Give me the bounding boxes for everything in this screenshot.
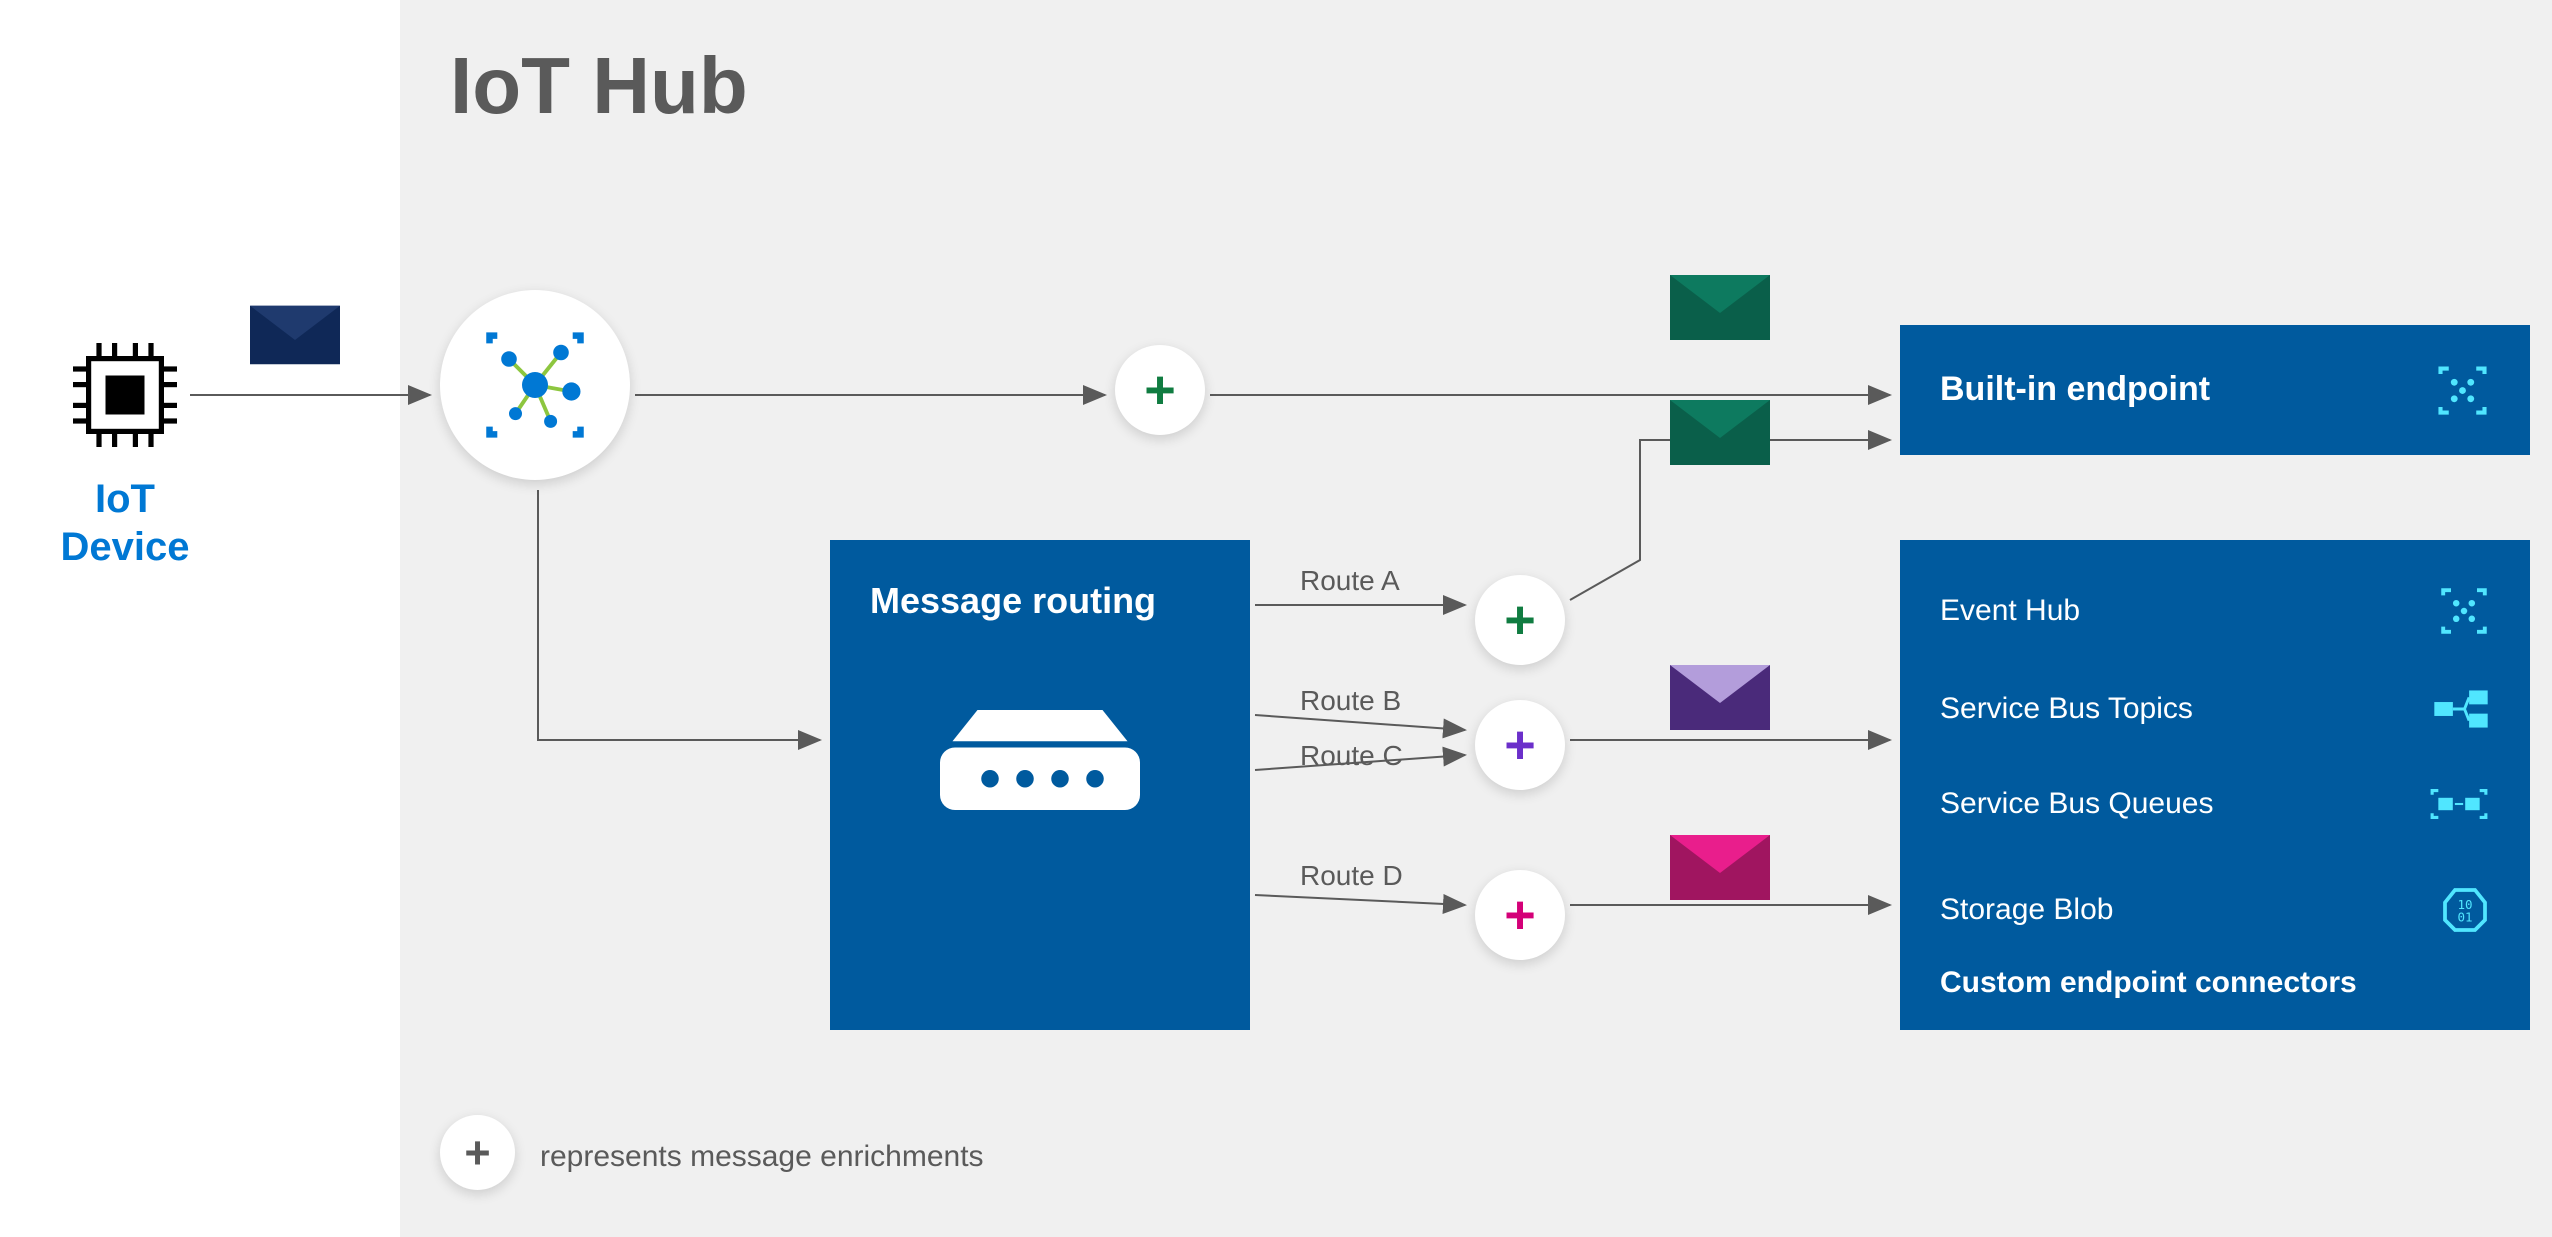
svg-text:01: 01 xyxy=(2457,909,2472,924)
endpoint-event-hub: Event Hub xyxy=(1900,585,2530,637)
built-in-endpoint-title: Built-in endpoint xyxy=(1940,370,2210,409)
plus-node-plus1: + xyxy=(1115,345,1205,435)
eventhub-icon xyxy=(2435,363,2490,418)
endpoint-sb-topics-label: Service Bus Topics xyxy=(1940,692,2193,726)
chip-icon xyxy=(60,330,190,460)
envelope-env_pink xyxy=(1670,835,1770,900)
envelope-env_green2 xyxy=(1670,400,1770,465)
endpoint-sb-topics: Service Bus Topics xyxy=(1900,685,2530,733)
router-icon xyxy=(915,690,1165,830)
plus-icon: + xyxy=(1144,363,1176,417)
sbtopics-icon xyxy=(2432,685,2490,733)
route-label-2: Route C xyxy=(1300,740,1403,772)
hub-graph-icon xyxy=(470,320,600,450)
device-label-line1: IoT xyxy=(95,477,155,521)
plus-node-legend_plus: + xyxy=(440,1115,515,1190)
plus-node-plus3: + xyxy=(1475,700,1565,790)
diagram-canvas: IoT Hub IoT Device xyxy=(0,0,2552,1237)
legend-text: represents message enrichments xyxy=(540,1140,984,1174)
endpoint-sb-queues-label: Service Bus Queues xyxy=(1940,787,2213,821)
plus-icon: + xyxy=(1504,593,1536,647)
plus-icon: + xyxy=(1504,718,1536,772)
endpoint-storage-blob: Storage Blob 10 01 xyxy=(1900,885,2530,935)
plus-node-plus4: + xyxy=(1475,870,1565,960)
sbqueues-icon xyxy=(2428,785,2490,823)
blob-icon: 10 01 xyxy=(2440,885,2490,935)
custom-endpoints-title: Custom endpoint connectors xyxy=(1940,966,2357,1000)
device-label-line2: Device xyxy=(61,525,190,569)
custom-endpoints-box: Event Hub Service Bus Topics Service Bus… xyxy=(1900,540,2530,1030)
device-label: IoT Device xyxy=(45,475,205,571)
route-label-0: Route A xyxy=(1300,565,1400,597)
plus-node-plus2: + xyxy=(1475,575,1565,665)
built-in-endpoint-box: Built-in endpoint xyxy=(1900,325,2530,455)
envelope-env_device xyxy=(250,305,340,365)
route-label-1: Route B xyxy=(1300,685,1401,717)
envelope-env_purple xyxy=(1670,665,1770,730)
endpoint-event-hub-label: Event Hub xyxy=(1940,594,2080,628)
message-routing-box: Message routing xyxy=(830,540,1250,1030)
endpoint-storage-blob-label: Storage Blob xyxy=(1940,893,2113,927)
message-routing-title: Message routing xyxy=(870,580,1156,622)
eventhub-icon xyxy=(2438,585,2490,637)
route-label-3: Route D xyxy=(1300,860,1403,892)
plus-icon: + xyxy=(464,1130,490,1175)
envelope-env_green1 xyxy=(1670,275,1770,340)
hub-title: IoT Hub xyxy=(450,40,748,132)
plus-icon: + xyxy=(1504,888,1536,942)
iot-hub-node xyxy=(440,290,630,480)
endpoint-sb-queues: Service Bus Queues xyxy=(1900,785,2530,823)
